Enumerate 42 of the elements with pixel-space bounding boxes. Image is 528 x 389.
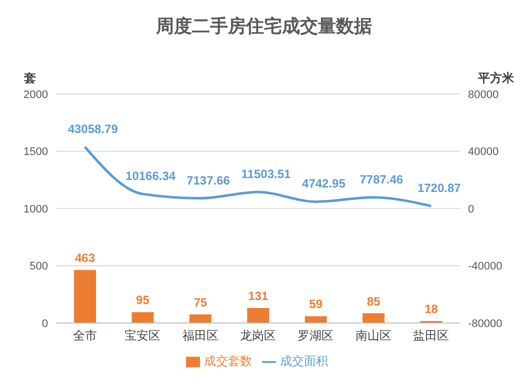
y-tick-label: 500 [30,260,48,273]
chart-title: 周度二手房住宅成交量数据 [154,15,373,39]
data-label: 7137.66 [186,173,230,188]
bar [74,270,96,323]
data-label: 75 [194,295,208,310]
y2-tick-label: 80000 [468,88,499,101]
bar [189,314,212,323]
y2-tick-label: -40000 [468,260,502,273]
data-label: 59 [309,297,323,312]
x-tick-label: 罗湖区 [298,328,334,343]
data-label: 85 [366,294,381,308]
y-axis-title: 套 [24,70,36,87]
x-tick-label: 龙岗区 [240,328,276,343]
bar [132,312,154,323]
bar [362,313,385,323]
data-label: 7787.46 [360,172,404,186]
data-label: 1720.87 [417,181,462,196]
x-tick-label: 全市 [72,328,97,343]
y2-tick-label: 40000 [468,146,499,158]
y-tick-label: 1500 [24,146,48,158]
data-label: 18 [424,302,438,316]
y2-axis-title: 平方米 [478,70,514,87]
x-tick-label: 南山区 [355,328,392,343]
legend-label: 成交面积 [280,354,328,368]
y2-tick-label: -80000 [468,318,502,330]
bar [247,308,270,323]
legend-label: 成交套数 [204,354,252,368]
bar [304,316,327,323]
y-tick-label: 1000 [24,203,48,216]
x-tick-label: 宝安区 [124,328,161,343]
y-tick-label: 0 [42,318,48,330]
data-label: 4742.95 [302,176,346,191]
data-label: 11503.51 [241,167,292,182]
y-tick-label: 2000 [24,88,48,101]
data-label: 463 [74,250,96,265]
data-label: 10166.34 [126,168,176,183]
data-label: 43058.79 [68,122,118,136]
x-tick-label: 福田区 [182,328,218,343]
y2-tick-label: 0 [468,203,474,216]
data-label: 131 [248,289,268,303]
data-label: 95 [136,293,150,308]
x-tick-label: 盐田区 [413,328,450,343]
